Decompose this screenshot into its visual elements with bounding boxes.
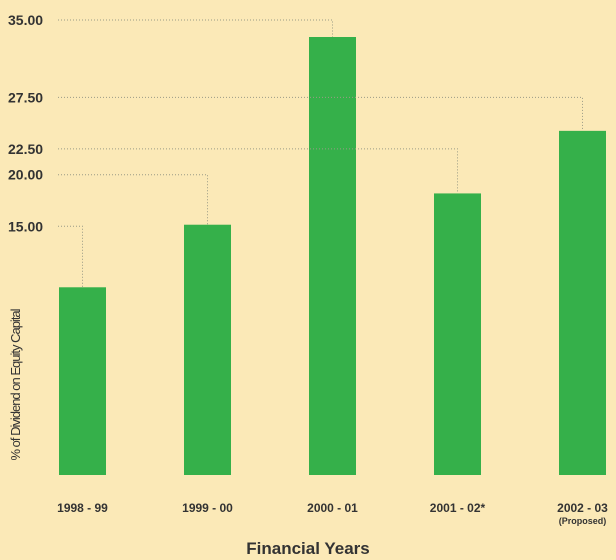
x-tick-label: 2001 - 02*	[430, 501, 486, 515]
value-label: 27.50	[8, 89, 43, 105]
x-tick-label: 1998 - 99	[57, 501, 108, 515]
x-tick-label: 2002 - 03	[557, 501, 608, 515]
bar	[59, 287, 106, 475]
value-label: 22.50	[8, 141, 43, 157]
value-label: 20.00	[8, 167, 43, 183]
value-label: 15.00	[8, 218, 43, 234]
bar	[559, 130, 606, 475]
value-label: 35.00	[8, 12, 43, 28]
x-axis-title: Financial Years	[246, 539, 369, 558]
leader-line	[58, 19, 333, 37]
bar	[184, 224, 231, 475]
leader-line	[58, 96, 583, 131]
leader-line	[58, 225, 83, 288]
bar	[434, 193, 481, 475]
annotation: (Proposed)	[559, 516, 607, 526]
leader-line	[58, 148, 458, 194]
x-tick-label: 1999 - 00	[182, 501, 233, 515]
x-tick-label: 2000 - 01	[307, 501, 358, 515]
bar	[309, 37, 356, 475]
y-axis-title: % of Dividend on Equity Capital	[8, 308, 23, 460]
